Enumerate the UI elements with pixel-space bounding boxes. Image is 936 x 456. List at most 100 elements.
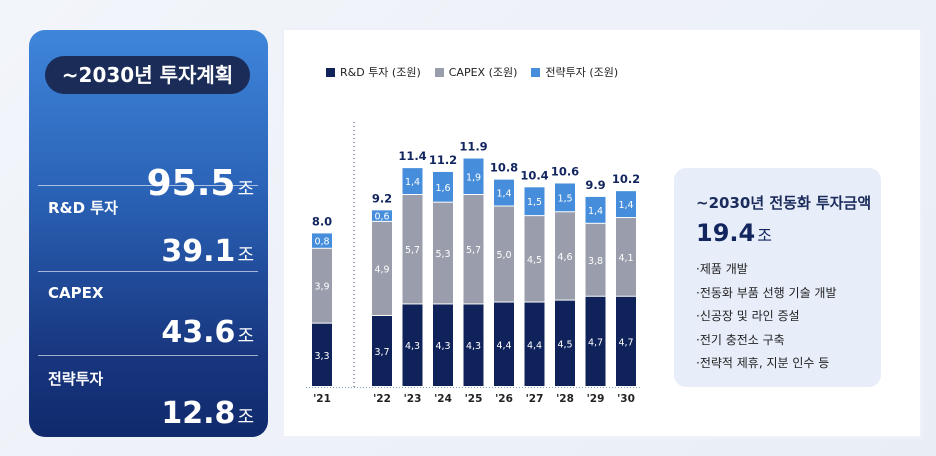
bar-data-label: 5,0 [496,250,511,261]
bar-data-label: 5,3 [435,249,450,260]
x-tick-label: '28 [556,393,574,405]
ev-box-item: ·신공장 및 라인 증설 [696,309,800,323]
bar-segment [494,179,514,206]
x-tick-label: '22 [373,393,391,405]
x-tick-label: '30 [617,393,635,405]
bar-segment [372,221,392,315]
bar-segment [312,248,332,323]
bar-data-label: 3,8 [588,256,603,267]
bar-total-label: 9.2 [372,191,392,205]
bar-data-label: 1,6 [435,183,450,194]
bar-segment [616,218,636,296]
ev-box-item: ·전동화 부품 선행 기술 개발 [696,285,837,300]
chart-legend: R&D 투자 (조원) CAPEX (조원) 전략투자 (조원) [326,64,618,80]
bar-segment [555,183,575,212]
ev-box-title: ~2030년 전동화 투자금액 [696,194,872,212]
legend-item-strategic: 전략투자 (조원) [531,64,618,80]
bar-total-label: 10.4 [520,168,548,182]
bar-data-label: 1,9 [466,172,481,183]
capex-value: 43.6 조 [161,315,254,350]
ev-box-item: ·전략적 제휴, 지분 인수 등 [696,356,830,370]
bar-data-label: 0,8 [314,237,329,248]
bar-segment [585,296,606,386]
bar-data-label: 1,4 [405,177,420,188]
bar-data-label: 3,9 [314,282,329,293]
bar-data-label: 4,4 [496,340,511,351]
bar-segment [372,315,392,386]
bar-total-label: 11.9 [459,140,487,154]
x-tick-label: '24 [434,393,452,405]
bar-segment [463,195,484,304]
ev-box-item: ·제품 개발 [696,262,748,276]
bar-data-label: 4,7 [618,337,633,348]
investment-summary-card: ~2030년 투자계획 95.5 조 R&D 투자 39.1 조 CAPEX 43.… [29,30,268,437]
ev-investment-box: ~2030년 전동화 투자금액 19.4 조 ·제품 개발 ·전동화 부품 선행 … [674,168,881,387]
bar-segment [524,187,545,216]
bar-data-label: 3,3 [314,351,329,362]
bar-data-label: 4,3 [405,341,420,352]
chart-panel: R&D 투자 (조원) CAPEX (조원) 전략투자 (조원) 3,3 3,9 0… [284,30,920,436]
bar-segment [616,191,636,218]
legend-swatch [434,67,444,77]
legend-label: 전략투자 (조원) [545,66,619,79]
rnd-value: 39.1 조 [161,234,254,269]
bar-data-label: 4,5 [527,255,542,266]
ev-box-list: ·제품 개발 ·전동화 부품 선행 기술 개발 ·신공장 및 라인 증설 ·전기… [696,258,837,376]
ev-box-value: 19.4 조 [696,219,772,247]
bar-segment [463,304,484,386]
x-tick-label: '21 [313,393,331,405]
total-value: 95.5 조 [146,163,254,204]
ev-box-item: ·전기 충전소 구축 [696,332,785,347]
bar-segment [585,196,606,223]
legend-swatch [531,67,541,77]
bar-data-label: 1,4 [618,200,633,211]
bar-segment [372,210,392,221]
bar-segment [494,206,514,302]
x-tick-label: '23 [404,393,422,405]
x-tick-label: '27 [526,393,544,405]
bar-total-label: 9.9 [585,178,605,192]
legend-item-rnd: R&D 투자 (조원) [326,64,421,80]
bar-segment [402,304,423,386]
divider [38,185,258,186]
rnd-label: R&D 투자 [48,199,118,217]
bar-data-label: 1,5 [527,197,542,208]
bar-data-label: 3,7 [374,347,389,358]
bar-data-label: 4,6 [557,252,572,263]
x-tick-label: '29 [587,393,605,405]
capex-label: CAPEX [48,284,104,302]
bar-data-label: 1,4 [588,206,603,217]
divider [38,355,258,356]
bar-data-label: 4,3 [435,341,450,352]
legend-label: CAPEX (조원) [448,66,518,79]
bar-segment [433,304,453,386]
bar-segment [312,323,332,386]
legend-label: R&D 투자 (조원) [340,66,421,79]
bar-segment [555,300,575,386]
bar-segment [463,158,484,194]
bar-segment [402,195,423,304]
bar-segment [585,223,606,296]
bar-total-label: 11.4 [398,149,426,163]
bar-data-label: 1,4 [496,189,511,200]
bar-data-label: 4,5 [557,339,572,350]
x-tick-label: '25 [465,393,483,405]
bar-total-label: 10.8 [490,161,518,175]
bar-data-label: 4,1 [618,253,633,264]
legend-item-capex: CAPEX (조원) [434,64,518,80]
bar-data-label: 4,4 [527,340,542,351]
bar-data-label: 0,6 [374,212,389,223]
bar-segment [524,216,545,302]
legend-swatch [326,67,335,77]
bar-total-label: 8.0 [312,214,332,228]
bar-data-label: 5,7 [466,245,481,256]
bar-segment [616,296,636,386]
bar-total-label: 10.6 [551,164,579,178]
bar-segment [402,168,423,194]
divider [38,271,258,272]
bar-data-label: 4,3 [466,341,481,352]
bar-data-label: 4,7 [588,337,603,348]
bar-segment [433,202,453,304]
strategic-value: 12.8 조 [161,396,254,431]
bar-data-label: 1,5 [557,193,572,204]
